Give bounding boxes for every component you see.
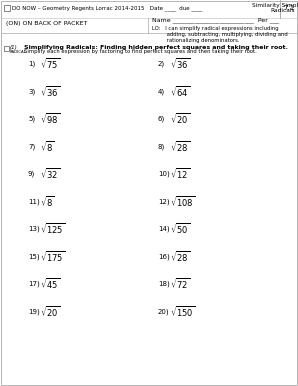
Text: 7.1: 7.1 xyxy=(283,5,295,11)
Text: $\sqrt{12}$: $\sqrt{12}$ xyxy=(170,167,190,181)
Text: $\sqrt{45}$: $\sqrt{45}$ xyxy=(40,277,60,291)
Text: $\sqrt{150}$: $\sqrt{150}$ xyxy=(170,304,195,319)
Text: DO NOW – Geometry Regents Lorrac 2014-2015   Date ____  due ____: DO NOW – Geometry Regents Lorrac 2014-20… xyxy=(12,5,202,11)
Text: 3): 3) xyxy=(28,88,35,95)
Text: $\sqrt{50}$: $\sqrt{50}$ xyxy=(170,222,190,236)
Text: $\sqrt{20}$: $\sqrt{20}$ xyxy=(40,304,60,319)
Text: 8): 8) xyxy=(158,143,165,150)
Text: $\sqrt{8}$: $\sqrt{8}$ xyxy=(40,194,55,209)
Text: 5): 5) xyxy=(28,116,35,122)
Text: 17): 17) xyxy=(28,281,40,287)
Text: 10): 10) xyxy=(158,171,170,177)
FancyBboxPatch shape xyxy=(4,46,9,51)
Text: 19): 19) xyxy=(28,308,40,315)
Text: $\sqrt{36}$: $\sqrt{36}$ xyxy=(170,57,190,71)
Text: 12): 12) xyxy=(158,198,170,205)
Text: 1): 1) xyxy=(28,61,35,67)
Text: $\sqrt{108}$: $\sqrt{108}$ xyxy=(170,194,195,209)
Text: 11): 11) xyxy=(28,198,40,205)
Text: $\sqrt{8}$: $\sqrt{8}$ xyxy=(40,139,55,154)
Text: 20): 20) xyxy=(158,308,170,315)
Text: $\sqrt{32}$: $\sqrt{32}$ xyxy=(40,167,60,181)
Text: $\sqrt{28}$: $\sqrt{28}$ xyxy=(170,139,190,154)
Text: Name __________________________  Per ___: Name __________________________ Per ___ xyxy=(152,17,279,23)
Text: $\sqrt{75}$: $\sqrt{75}$ xyxy=(40,57,60,71)
Text: 16): 16) xyxy=(158,253,170,260)
Text: $\sqrt{20}$: $\sqrt{20}$ xyxy=(170,112,190,126)
Text: RADICAL: RADICAL xyxy=(10,50,27,54)
Text: Simplifying Radicals: Finding hidden perfect squares and taking their root.: Simplifying Radicals: Finding hidden per… xyxy=(24,44,288,49)
Text: Simplify each expression by factoring to find perfect squares and then taking th: Simplify each expression by factoring to… xyxy=(24,49,257,54)
Text: 9): 9) xyxy=(28,171,35,177)
Text: Similarity Simplifying
Radicals: Similarity Simplifying Radicals xyxy=(252,3,298,14)
Text: $\sqrt{64}$: $\sqrt{64}$ xyxy=(170,84,190,99)
Text: $\sqrt{125}$: $\sqrt{125}$ xyxy=(40,222,65,236)
Text: LO:   I can simplify radical expressions including
         adding, subtracting,: LO: I can simplify radical expressions i… xyxy=(152,26,288,42)
Text: 18): 18) xyxy=(158,281,170,287)
Text: $\sqrt{72}$: $\sqrt{72}$ xyxy=(170,277,190,291)
Text: 4): 4) xyxy=(158,88,165,95)
Text: 13): 13) xyxy=(28,226,40,232)
FancyBboxPatch shape xyxy=(4,5,10,11)
Text: $\sqrt{175}$: $\sqrt{175}$ xyxy=(40,249,65,264)
Text: 14): 14) xyxy=(158,226,170,232)
Text: (ON) ON BACK OF PACKET: (ON) ON BACK OF PACKET xyxy=(6,20,87,25)
Text: $\sqrt{28}$: $\sqrt{28}$ xyxy=(170,249,190,264)
Text: 7): 7) xyxy=(28,143,35,150)
Text: $\sqrt{98}$: $\sqrt{98}$ xyxy=(40,112,60,126)
Text: 6): 6) xyxy=(158,116,165,122)
Text: $\sqrt{36}$: $\sqrt{36}$ xyxy=(40,84,60,99)
Text: 15): 15) xyxy=(28,253,40,260)
Text: 2): 2) xyxy=(158,61,165,67)
Text: (1): (1) xyxy=(10,46,18,51)
